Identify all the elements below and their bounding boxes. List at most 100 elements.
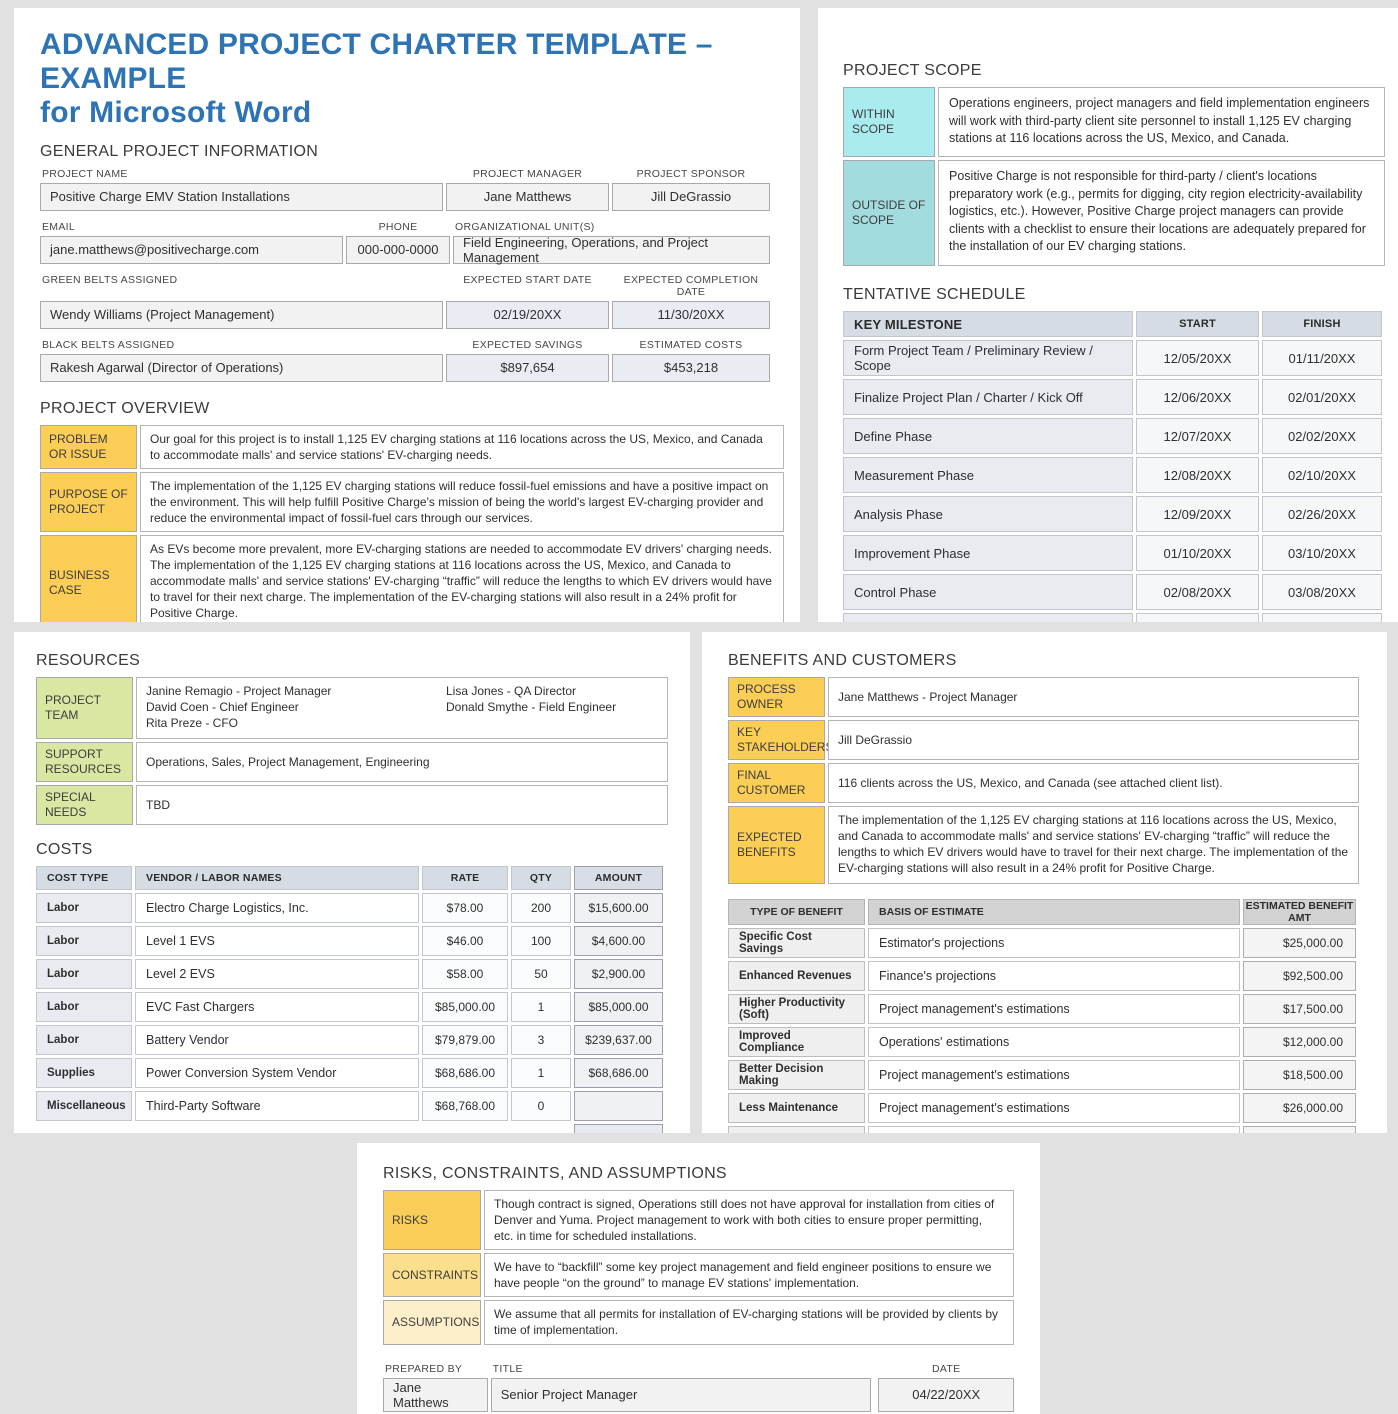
within-scope-label: WITHIN SCOPE [843,87,935,157]
project-manager-field: Jane Matthews [446,182,609,211]
project-team-left-list: Janine Remagio - Project Manager David C… [146,683,446,731]
benefit-row: Less Maintenance Project management's es… [728,1093,1359,1123]
benefit-basis-cell: Finance's projections [868,961,1240,991]
start-cell: 02/08/20XX [1136,574,1259,610]
costs-row: Labor Electro Charge Logistics, Inc. $78… [36,893,668,923]
prepared-date-field: 04/22/20XX [878,1377,1014,1412]
black-belts-field: Rakesh Agarwal (Director of Operations) [40,353,443,382]
final-customer-text: 116 clients across the US, Mexico, and C… [828,763,1359,803]
prepared-title-field: Senior Project Manager [490,1377,872,1412]
section-heading-resources: RESOURCES [36,652,141,669]
team-member: Rita Preze - CFO [146,716,239,731]
team-member: Lisa Jones - QA Director [446,684,577,698]
costs-col-amount: AMOUNT [574,866,663,890]
total-costs-label: TOTAL COSTS [36,1124,571,1133]
estimated-costs-label: ESTIMATED COSTS [639,338,743,351]
benefit-row: Enhanced Revenues Finance's projections … [728,961,1359,991]
amount-cell [574,1091,663,1121]
start-cell: 12/07/20XX [1136,418,1259,454]
benefit-type-cell: Higher Productivity (Soft) [728,994,865,1024]
schedule-row: Form Project Team / Preliminary Review /… [843,340,1385,376]
prepared-date-label: DATE [932,1362,961,1375]
cost-type-cell: Labor [36,893,132,923]
general-info-field-row-2: jane.matthews@positivecharge.com 000-000… [40,235,784,265]
amount-cell: $4,600.00 [574,926,663,956]
expected-savings-field: $897,654 [446,353,609,382]
resources-row-project-team: PROJECT TEAM Janine Remagio - Project Ma… [36,677,668,739]
benefit-row: Improved Compliance Operations' estimati… [728,1027,1359,1057]
costs-total-row: TOTAL COSTS $416,423.00 [36,1124,668,1133]
page-title: ADVANCED PROJECT CHARTER TEMPLATE – EXAM… [40,28,784,131]
rate-cell: $68,768.00 [422,1091,508,1121]
overview-purpose-label: PURPOSE OF PROJECT [40,471,137,532]
schedule-header-row: KEY MILESTONE START FINISH [843,311,1385,337]
within-scope-text: Operations engineers, project managers a… [938,87,1385,157]
expected-benefits-label: EXPECTED BENEFITS [728,806,825,884]
benefit-amount-cell: $12,000.00 [1243,1027,1356,1057]
benefits-row-process-owner: PROCESS OWNER Jane Matthews - Project Ma… [728,677,1359,717]
amount-cell: $239,637.00 [574,1025,663,1055]
amount-cell: $85,000.00 [574,992,663,1022]
rate-cell: $68,686.00 [422,1058,508,1088]
general-info-label-row-2: EMAIL PHONE ORGANIZATIONAL UNIT(S) [40,221,784,233]
finish-cell: 06/23/20XX [1262,613,1382,622]
cost-type-cell: Labor [36,1025,132,1055]
qty-cell: 0 [511,1091,571,1121]
section-heading-general-info: GENERAL PROJECT INFORMATION [40,142,319,160]
constraints-text: We have to “backfill” some key project m… [484,1253,1014,1298]
panel-general-info: ADVANCED PROJECT CHARTER TEMPLATE – EXAM… [14,8,800,622]
prepared-by-field: Jane Matthews [383,1377,488,1412]
start-cell: 12/08/20XX [1136,457,1259,493]
project-manager-label: PROJECT MANAGER [472,167,583,180]
start-cell: 12/06/20XX [1136,379,1259,415]
benefit-col-amount: ESTIMATED BENEFIT AMT [1243,899,1356,925]
expected-savings-label: EXPECTED SAVINGS [472,338,583,351]
cost-type-cell: Supplies [36,1058,132,1088]
process-owner-label: PROCESS OWNER [728,677,825,717]
benefit-amount-cell: $17,500.00 [1243,994,1356,1024]
spacer [874,1363,875,1375]
costs-row: Labor Level 1 EVS $46.00 100 $4,600.00 [36,926,668,956]
email-field: jane.matthews@positivecharge.com [40,235,343,264]
section-heading-tentative-schedule: TENTATIVE SCHEDULE [843,286,1026,303]
amount-cell: $68,686.00 [574,1058,663,1088]
vendor-cell: Battery Vendor [135,1025,419,1055]
expected-start-field: 02/19/20XX [446,300,609,329]
milestone-cell: Control Phase [843,574,1133,610]
prepared-by-label: PREPARED BY [385,1362,463,1375]
benefit-basis-cell: Finance's projections [868,1126,1240,1133]
finish-cell: 02/01/20XX [1262,379,1382,415]
section-heading-benefits: BENEFITS AND CUSTOMERS [728,652,957,669]
section-heading-costs: COSTS [36,841,93,858]
costs-row: Supplies Power Conversion System Vendor … [36,1058,668,1088]
expected-completion-label: EXPECTED COMPLETION DATE [623,273,759,298]
phone-label: PHONE [378,220,418,233]
benefit-amount-cell: $18,500.00 [1243,1060,1356,1090]
benefit-table-header-row: TYPE OF BENEFIT BASIS OF ESTIMATE ESTIMA… [728,899,1359,925]
total-costs-value: $416,423.00 [574,1124,663,1133]
overview-problem-text: Our goal for this project is to install … [140,424,784,469]
benefit-amount-cell: $25,000.00 [1243,928,1356,958]
benefit-type-cell: Improved Compliance [728,1027,865,1057]
benefit-basis-cell: Project management's estimations [868,1093,1240,1123]
vendor-cell: Third-Party Software [135,1091,419,1121]
general-info-label-row-1: PROJECT NAME PROJECT MANAGER PROJECT SPO… [40,168,784,180]
benefit-row: Better Decision Making Project managemen… [728,1060,1359,1090]
cost-type-cell: Miscellaneous [36,1091,132,1121]
org-unit-label: ORGANIZATIONAL UNIT(S) [455,220,595,233]
overview-row-business-case: BUSINESS CASE As EVs become more prevale… [40,534,784,622]
general-info-field-row-3: Wendy Williams (Project Management) 02/1… [40,300,784,329]
benefit-basis-cell: Operations' estimations [868,1027,1240,1057]
schedule-col-milestone: KEY MILESTONE [843,311,1133,337]
assumptions-text: We assume that all permits for installat… [484,1300,1014,1345]
schedule-row: Define Phase 12/07/20XX 02/02/20XX [843,418,1385,454]
outside-scope-text: Positive Charge is not responsible for t… [938,160,1385,266]
benefit-col-type: TYPE OF BENEFIT [728,899,865,925]
special-needs-label: SPECIAL NEEDS [36,785,133,825]
phone-field: 000-000-0000 [346,235,450,264]
team-member: Donald Smythe - Field Engineer [446,700,617,715]
general-info-label-row-3: GREEN BELTS ASSIGNED EXPECTED START DATE… [40,274,784,298]
outside-scope-label: OUTSIDE OF SCOPE [843,160,935,266]
milestone-cell: Analysis Phase [843,496,1133,532]
vendor-cell: Level 2 EVS [135,959,419,989]
